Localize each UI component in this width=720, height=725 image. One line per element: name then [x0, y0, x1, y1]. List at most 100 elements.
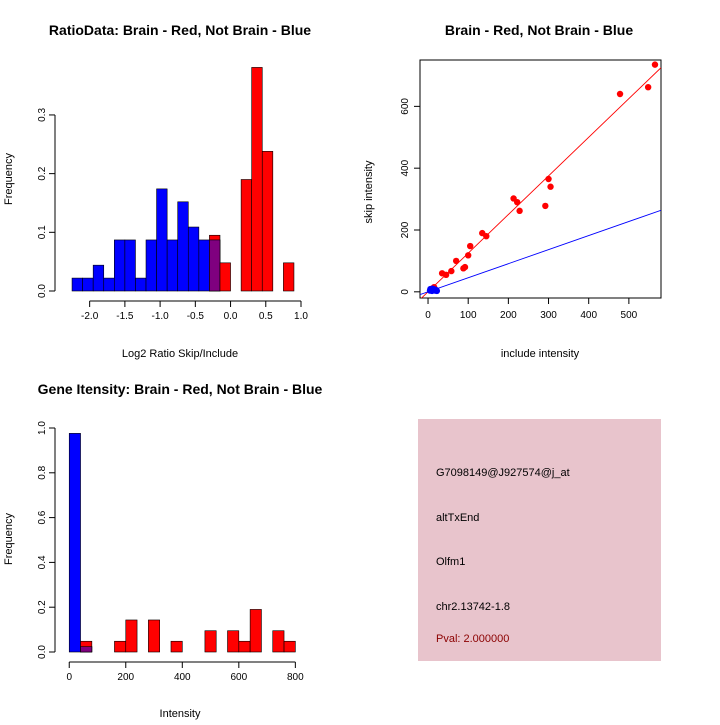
ratio-bar-brain — [240, 179, 252, 292]
intensity-bar-brain — [249, 609, 262, 653]
probe-id-text: G7098149@J927574@j_at — [436, 467, 570, 479]
scatter-point-brain — [465, 252, 472, 259]
ratio-y-tick-label: 0.1 — [37, 225, 48, 239]
gene-intensity-xlabel: Intensity — [160, 708, 201, 720]
scatter-point-brain — [542, 202, 549, 210]
intensity-bar-brain — [283, 640, 296, 653]
ratio-bar-not-brain — [145, 239, 157, 292]
ratio-bar-brain — [219, 262, 231, 292]
event-type-text: altTxEnd — [436, 512, 479, 524]
ratio-y-tick-label: 0.2 — [37, 166, 48, 180]
ratio-x-tick-label: -1.0 — [151, 311, 169, 322]
intensity-bar-brain — [272, 630, 285, 653]
scatter-point-brain — [644, 84, 652, 91]
ratio-x-tick-label: 0.5 — [259, 311, 273, 322]
ratio-bar-not-brain — [92, 264, 105, 292]
ratio-bar-not-brain — [177, 201, 189, 292]
scatter-y-tick-label: 200 — [400, 221, 411, 238]
ratio-histogram-title: RatioData: Brain - Red, Not Brain - Blue — [49, 22, 311, 38]
scatter-point-not-brain — [430, 286, 438, 293]
scatter-ylabel: skip intensity — [363, 160, 375, 223]
ratio-histogram-xlabel: Log2 Ratio Skip/Include — [122, 348, 238, 360]
ratio-bar-not-brain — [124, 239, 136, 292]
ratio-bar-brain — [251, 67, 263, 292]
scatter-x-tick-label: 400 — [580, 310, 597, 321]
ratio-bar-not-brain — [187, 226, 200, 292]
intensity-bar-overlap — [80, 646, 93, 653]
ratio-bar-not-brain — [103, 277, 115, 292]
scatter-point-brain — [483, 232, 490, 240]
brain-fit-line — [420, 67, 661, 298]
ratio-x-tick-label: 1.0 — [294, 311, 308, 322]
intensity-bar-brain — [238, 640, 251, 653]
ratio-bar-not-brain — [156, 188, 168, 292]
intensity-x-tick-label: 400 — [174, 672, 191, 683]
intensity-x-tick-label: 800 — [287, 672, 304, 683]
scatter-point-brain — [545, 175, 552, 183]
scatter-y-tick-label: 0 — [400, 289, 411, 295]
intensity-y-tick-label: 0.8 — [37, 465, 48, 479]
ratio-bar-brain — [261, 151, 274, 292]
not-brain-fit-line — [420, 209, 661, 296]
intensity-bar-brain — [170, 640, 183, 653]
intensity-y-tick-label: 0.2 — [37, 600, 48, 614]
scatter-point-brain — [460, 265, 467, 272]
scatter-y-tick-label: 400 — [400, 159, 411, 176]
scatter-xlabel: include intensity — [501, 348, 580, 360]
location-text: chr2.13742-1.8 — [436, 601, 510, 613]
scatter-y-tick-label: 600 — [400, 98, 411, 115]
info-panel-background — [418, 419, 661, 661]
scatter-point-brain — [616, 90, 624, 98]
ratio-bar-not-brain — [114, 239, 126, 292]
scatter-point-brain — [442, 271, 450, 279]
intensity-x-tick-label: 0 — [66, 672, 72, 683]
scatter-x-tick-label: 300 — [540, 310, 557, 321]
gene-intensity-histogram-panel: Gene Itensity: Brain - Red, Not Brain - … — [3, 381, 323, 720]
gene-name-text: Olfm1 — [436, 556, 465, 568]
intensity-x-tick-label: 600 — [230, 672, 247, 683]
intensity-y-tick-label: 0.4 — [37, 555, 48, 569]
scatter-plot-frame — [419, 59, 662, 299]
intensity-bar-brain — [148, 619, 160, 653]
intensity-bar-brain — [125, 619, 138, 653]
intensity-scatter-panel: Brain - Red, Not Brain - Blue include in… — [363, 22, 662, 360]
ratio-y-tick-label: 0.0 — [37, 284, 48, 298]
scatter-x-tick-label: 500 — [621, 310, 638, 321]
pval-text: Pval: 2.000000 — [436, 633, 509, 645]
intensity-y-tick-label: 1.0 — [37, 421, 48, 435]
scatter-fit-lines — [420, 67, 661, 298]
gene-intensity-title: Gene Itensity: Brain - Red, Not Brain - … — [38, 381, 323, 397]
ratio-x-tick-label: -2.0 — [81, 311, 99, 322]
ratio-bar-not-brain — [166, 239, 179, 292]
intensity-y-tick-label: 0.0 — [37, 645, 48, 659]
scatter-point-brain — [651, 61, 659, 68]
ratio-y-tick-label: 0.3 — [37, 108, 48, 122]
scatter-point-brain — [514, 198, 521, 206]
intensity-bar-brain — [227, 630, 240, 653]
ratio-histogram-panel: RatioData: Brain - Red, Not Brain - Blue… — [3, 22, 311, 360]
intensity-x-tick-label: 200 — [117, 672, 134, 683]
intensity-bar-brain — [204, 630, 217, 653]
ratio-x-tick-label: -0.5 — [187, 311, 205, 322]
scatter-x-tick-label: 100 — [460, 310, 477, 321]
ratio-x-tick-label: 0.0 — [224, 311, 238, 322]
ratio-bar-not-brain — [135, 277, 147, 292]
scatter-point-brain — [516, 207, 523, 215]
ratio-x-tick-label: -1.5 — [116, 311, 134, 322]
scatter-x-tick-label: 200 — [500, 310, 517, 321]
scatter-x-tick-label: 0 — [425, 310, 431, 321]
ratio-bar-overlap — [209, 239, 221, 292]
ratio-histogram-ylabel: Frequency — [3, 153, 15, 205]
intensity-bar-brain — [114, 640, 127, 653]
info-panel: G7098149@J927574@j_at altTxEnd Olfm1 chr… — [418, 419, 661, 661]
scatter-point-brain — [452, 257, 460, 265]
scatter-point-brain — [467, 242, 474, 250]
intensity-y-tick-label: 0.6 — [37, 510, 48, 524]
ratio-bar-not-brain — [82, 277, 94, 292]
gene-intensity-ylabel: Frequency — [3, 513, 15, 565]
ratio-bar-not-brain — [198, 239, 210, 292]
scatter-point-brain — [448, 267, 455, 275]
ratio-bar-brain — [283, 262, 295, 292]
scatter-title: Brain - Red, Not Brain - Blue — [445, 22, 633, 38]
